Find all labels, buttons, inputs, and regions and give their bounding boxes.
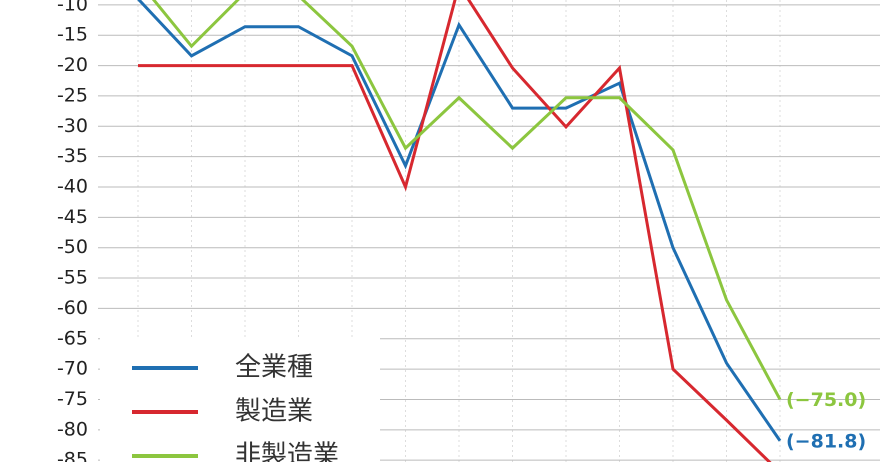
line bbox=[151, 0, 782, 401]
y-tick-label: -65 bbox=[57, 327, 88, 349]
line bbox=[137, 0, 782, 442]
y-tick-label: -55 bbox=[57, 267, 88, 289]
y-tick-label: -20 bbox=[57, 54, 88, 76]
legend-label: 非製造業 bbox=[235, 441, 339, 462]
y-tick-label: -60 bbox=[57, 297, 88, 319]
y-tick-label: -25 bbox=[57, 84, 88, 106]
y-tick-label: -50 bbox=[57, 236, 88, 258]
y-tick-label: -75 bbox=[57, 388, 88, 410]
y-tick-label: -15 bbox=[57, 24, 88, 46]
legend-label: 全業種 bbox=[235, 353, 313, 383]
legend-box bbox=[100, 338, 380, 462]
line bbox=[138, 0, 772, 462]
y-tick-label: -70 bbox=[57, 358, 88, 380]
annotation: (−75.0) bbox=[786, 389, 866, 411]
annotation: (−81.8) bbox=[786, 430, 866, 452]
y-tick-label: -40 bbox=[57, 175, 88, 197]
legend-label: 製造業 bbox=[235, 397, 313, 427]
y-tick-label: -30 bbox=[57, 115, 88, 137]
y-tick-label: -45 bbox=[57, 206, 88, 228]
y-tick-label: -85 bbox=[57, 449, 88, 462]
y-tick-label: -80 bbox=[57, 418, 88, 440]
plot bbox=[137, 0, 782, 462]
y-tick-label: -35 bbox=[57, 145, 88, 167]
y-tick-label: -10 bbox=[57, 0, 88, 15]
